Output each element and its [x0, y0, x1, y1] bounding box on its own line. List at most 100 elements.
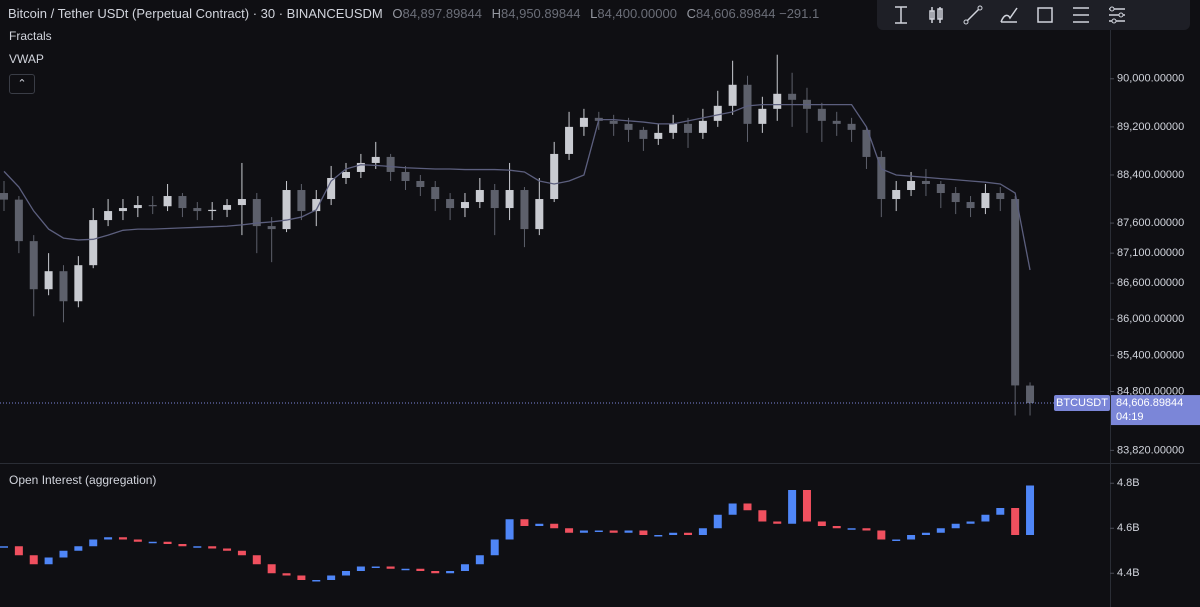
candle-body	[698, 120, 707, 133]
oi-bar	[996, 508, 1005, 515]
collapse-button[interactable]: ⌃	[9, 74, 35, 94]
candle-body	[966, 202, 975, 209]
tool-trendline[interactable]	[957, 2, 989, 28]
candle-body	[788, 93, 797, 100]
oi-bar	[118, 537, 127, 540]
candle-body	[89, 220, 98, 266]
oi-bar	[208, 546, 217, 549]
y-tick-label: 85,400.00000	[1117, 349, 1184, 361]
oi-bar	[178, 544, 187, 547]
ohlc-value: 84,897.89844	[402, 6, 482, 21]
oi-bar	[684, 532, 693, 535]
candle-body	[639, 129, 648, 139]
y-tick-label: 4.4B	[1117, 567, 1140, 579]
oi-bar	[193, 546, 202, 548]
ohlc-key: H	[491, 6, 502, 21]
oi-bar	[981, 514, 990, 522]
candle-body	[684, 123, 693, 133]
icon	[1037, 7, 1053, 23]
y-tick-label: 87,100.00000	[1117, 247, 1184, 259]
oi-bar	[267, 564, 276, 574]
oi-bar	[624, 530, 633, 533]
oi-bar	[89, 539, 98, 547]
candle-body	[446, 199, 455, 209]
oi-bar	[743, 503, 752, 511]
tool-candles[interactable]	[921, 2, 953, 28]
oi-bar	[386, 566, 395, 569]
candle-body	[490, 190, 499, 209]
y-tick-label: 88,400.00000	[1117, 169, 1184, 181]
oi-bar	[59, 550, 68, 558]
candle-body	[579, 117, 588, 127]
oi-bar	[223, 548, 232, 551]
tool-fib[interactable]	[1065, 2, 1097, 28]
tool-cursor[interactable]	[885, 2, 917, 28]
candle-body	[74, 265, 83, 302]
oi-bar	[401, 568, 410, 571]
candle-body	[951, 193, 960, 203]
candle-body	[148, 205, 157, 207]
oi-bar	[431, 571, 440, 574]
ohlc-value: 84,950.89844	[501, 6, 581, 21]
y-tick-label: 83,820.00000	[1117, 444, 1184, 456]
oi-bar	[535, 523, 544, 526]
candle-body	[208, 209, 217, 212]
oi-bar	[728, 503, 737, 515]
oi-bar	[817, 521, 826, 526]
price-tag	[1111, 395, 1200, 426]
icon	[1109, 6, 1125, 24]
y-tick-label: 87,600.00000	[1117, 217, 1184, 229]
candle-body	[907, 180, 916, 191]
oi-bar	[148, 541, 157, 544]
indicator-label[interactable]: VWAP	[9, 52, 44, 66]
tool-settings[interactable]	[1101, 2, 1133, 28]
oi-bar	[133, 539, 142, 542]
vwap-line	[3, 103, 1031, 271]
oi-bar	[698, 528, 707, 535]
oi-bar	[446, 571, 455, 574]
candle-body	[416, 180, 425, 188]
candle-body	[862, 129, 871, 157]
candle-body	[252, 199, 261, 227]
y-tick-label: 4.8B	[1117, 477, 1140, 489]
pane-title[interactable]: Open Interest (aggregation)	[9, 473, 157, 487]
candle-body	[773, 93, 782, 109]
y-tick-label: 86,600.00000	[1117, 277, 1184, 289]
oi-bar	[802, 490, 811, 522]
candle-body	[431, 187, 440, 200]
candle-body	[996, 193, 1005, 200]
oi-bar	[847, 528, 856, 530]
oi-bar	[832, 526, 841, 529]
icon	[1073, 7, 1089, 23]
candle-body	[312, 199, 321, 212]
indicator-label[interactable]: Fractals	[9, 29, 52, 43]
y-tick-label: 84,800.00000	[1117, 385, 1184, 397]
candle-body	[847, 123, 856, 130]
oi-bar	[356, 566, 365, 571]
candle-body	[520, 190, 529, 230]
y-tick-label: 89,200.00000	[1117, 121, 1184, 133]
tool-brush[interactable]	[993, 2, 1025, 28]
oi-bar	[460, 564, 469, 571]
candle-body	[133, 205, 142, 209]
candle-body	[758, 108, 767, 124]
oi-bar	[788, 490, 797, 524]
candle-body	[981, 193, 990, 209]
oi-bar	[490, 539, 499, 556]
candle-body	[178, 196, 187, 209]
y-tick-label: 86,000.00000	[1117, 313, 1184, 325]
oi-bar	[951, 523, 960, 529]
candle-body	[832, 120, 841, 124]
oi-bar	[862, 528, 871, 531]
oi-bar	[416, 568, 425, 571]
candle-body	[401, 171, 410, 181]
candle-body	[371, 156, 380, 163]
candle-body	[0, 193, 8, 200]
tool-rectangle[interactable]	[1029, 2, 1061, 28]
candle-body	[237, 199, 246, 206]
candle-body	[29, 241, 38, 290]
icon	[963, 5, 983, 25]
oi-bar	[773, 521, 782, 524]
oi-bar	[29, 555, 38, 565]
